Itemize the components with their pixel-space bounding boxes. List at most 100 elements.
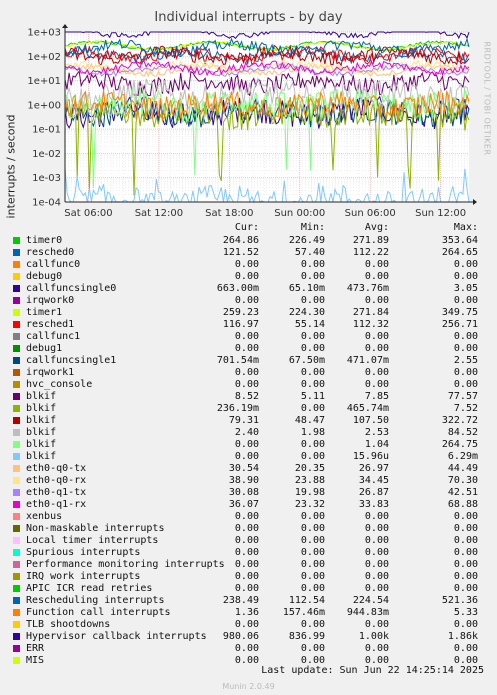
legend-value-max: 84.52 [447,427,478,438]
legend-value-avg: 0.00 [364,559,389,570]
legend-value-min: 226.49 [288,235,325,246]
y-tick-label: 1e+03 [27,28,61,39]
legend-value-min: 0.00 [300,343,325,354]
legend-value-max: 1.86k [447,631,478,642]
legend-series-name: eth0-q1-rx [26,499,87,510]
legend-value-avg: 112.22 [352,247,389,258]
legend-series-name: callfuncsingle1 [26,355,117,366]
legend-series-name: blkif [26,415,57,426]
legend-value-min: 20.35 [294,463,325,474]
legend-series-name: Performance monitoring interrupts [26,559,225,570]
legend-value-cur: 0.00 [234,655,259,666]
legend-row: callfuncsingle0 663.00m 65.10m 473.76m 3.05 [0,283,497,295]
legend-value-max: 0.00 [453,547,478,558]
legend-value-min: 23.32 [294,499,325,510]
legend-row: callfuncsingle1 701.54m 67.50m 471.07m 2.55 [0,355,497,367]
legend-value-max: 0.00 [453,559,478,570]
legend-swatch [13,537,20,544]
legend-value-min: 0.00 [300,439,325,450]
legend-swatch [13,381,20,388]
legend-value-avg: 271.84 [352,307,389,318]
legend-series-name: irqwork1 [26,367,75,378]
legend-row: eth0-q0-rx 38.90 23.88 34.45 70.30 [0,475,497,487]
legend-value-min: 0.00 [300,535,325,546]
legend-row: TLB shootdowns 0.00 0.00 0.00 0.00 [0,619,497,631]
legend-swatch [13,369,20,376]
legend-row: blkif 0.00 0.00 15.96u 6.29m [0,451,497,463]
legend-swatch [13,261,20,268]
legend-value-max: 264.75 [441,439,478,450]
y-tick-label: 1e-01 [32,125,61,136]
legend-row: blkif 236.19m 0.00 465.74m 7.52 [0,403,497,415]
legend-value-cur: 8.52 [234,391,259,402]
legend-value-min: 0.00 [300,523,325,534]
legend-value-max: 349.75 [441,307,478,318]
legend-value-min: 0.00 [300,547,325,558]
legend-swatch [13,393,20,400]
legend-value-avg: 0.00 [364,511,389,522]
legend-value-cur: 0.00 [234,331,259,342]
legend-series-name: Function call interrupts [26,607,171,618]
legend-row: Non-maskable interrupts 0.00 0.00 0.00 0.00 [0,523,497,535]
x-tick-label: Sun 06:00 [345,208,396,219]
legend-value-cur: 0.00 [234,439,259,450]
y-tick-label: 1e+02 [27,52,61,63]
legend-row: resched1 116.97 55.14 112.32 256.71 [0,319,497,331]
legend-row: Rescheduling interrupts 238.49 112.54 224.5… [0,595,497,607]
legend-value-cur: 30.54 [228,463,259,474]
legend-column-header: Avg: [364,222,389,233]
legend-series-name: timer1 [26,307,63,318]
legend-value-max: 0.00 [453,619,478,630]
legend-row: debug1 0.00 0.00 0.00 0.00 [0,343,497,355]
legend-value-min: 57.40 [294,247,325,258]
legend-value-avg: 0.00 [364,547,389,558]
legend-value-max: 521.36 [441,595,478,606]
legend-swatch [13,405,20,412]
legend-value-min: 1.98 [300,427,325,438]
legend-series-name: hvc_console [26,379,93,390]
legend-series-name: callfunc1 [26,331,81,342]
legend-value-max: 0.00 [453,379,478,390]
legend-value-avg: 465.74m [346,403,389,414]
legend-value-avg: 0.00 [364,271,389,282]
legend-row: timer0 264.86 226.49 271.89 353.64 [0,235,497,247]
legend-value-cur: 2.40 [234,427,259,438]
legend-value-max: 0.00 [453,343,478,354]
legend-swatch [13,501,20,508]
legend-value-min: 48.47 [294,415,325,426]
legend-value-cur: 0.00 [234,271,259,282]
legend-value-max: 3.05 [453,283,478,294]
legend-value-min: 0.00 [300,619,325,630]
legend-value-avg: 0.00 [364,535,389,546]
legend-value-min: 0.00 [300,403,325,414]
legend-value-min: 0.00 [300,379,325,390]
legend-value-cur: 1.36 [234,607,259,618]
legend-value-cur: 238.49 [222,595,259,606]
axes [62,24,477,205]
legend-swatch [13,597,20,604]
legend-value-avg: 471.07m [346,355,389,366]
legend-swatch [13,477,20,484]
legend-series-name: callfuncsingle0 [26,283,117,294]
legend-value-max: 6.29m [447,451,478,462]
legend-value-min: 23.88 [294,475,325,486]
legend-value-avg: 944.83m [346,607,389,618]
legend-series-name: blkif [26,391,57,402]
legend-row: blkif 8.52 5.11 7.85 77.57 [0,391,497,403]
legend-swatch [13,621,20,628]
legend-row: Local timer interrupts 0.00 0.00 0.00 0.00 [0,535,497,547]
legend-value-avg: 34.45 [358,475,389,486]
legend-row: Hypervisor callback interrupts 980.06 836.… [0,631,497,643]
legend-value-max: 0.00 [453,259,478,270]
series-line [64,90,470,123]
legend-series-name: debug0 [26,271,63,282]
series-line [64,37,470,58]
legend-value-avg: 0.00 [364,571,389,582]
legend-swatch [13,465,20,472]
legend-value-max: 0.00 [453,295,478,306]
legend-value-max: 0.00 [453,523,478,534]
legend-series-name: eth0-q0-rx [26,475,87,486]
legend-value-cur: 0.00 [234,295,259,306]
legend-value-cur: 0.00 [234,535,259,546]
legend-series-name: irqwork0 [26,295,75,306]
